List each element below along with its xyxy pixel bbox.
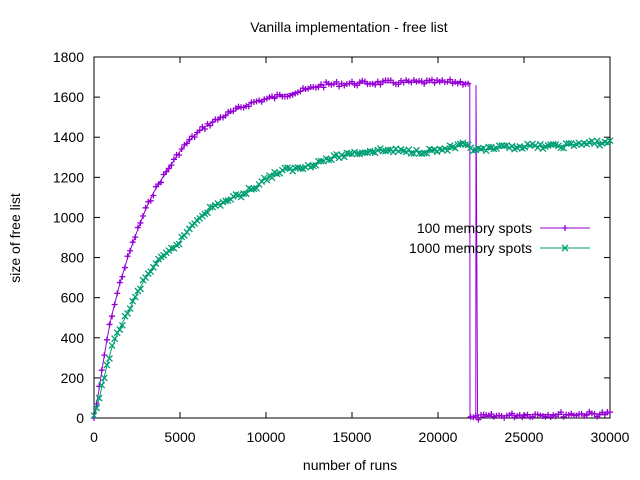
series-layer	[90, 76, 614, 423]
x-axis-label: number of runs	[303, 457, 397, 473]
plot-frame	[93, 56, 611, 419]
x-tick-label: 5000	[164, 429, 195, 445]
y-tick-label: 400	[61, 330, 85, 346]
x-tick-label: 25000	[505, 429, 544, 445]
legend-label-1000-memory-spots: 1000 memory spots	[409, 240, 532, 256]
legend-marker-100-memory-spots	[562, 225, 568, 231]
series-markers-1000-memory-spots	[90, 137, 614, 420]
series-line-1000-memory-spots	[93, 141, 611, 419]
x-tick-label: 0	[90, 429, 98, 445]
y-tick-label: 200	[61, 370, 85, 386]
y-tick-label: 0	[76, 410, 84, 426]
y-tick-label: 800	[61, 250, 85, 266]
legend: 100 memory spots 1000 memory spots	[409, 220, 590, 256]
x-tick-label: 30000	[591, 429, 630, 445]
legend-marker-1000-memory-spots	[561, 244, 569, 252]
legend-label-100-memory-spots: 100 memory spots	[417, 220, 532, 236]
y-tick-label: 600	[61, 290, 85, 306]
y-axis: 0 200 400 600 800 1000 1200 1400 1600 1800	[53, 49, 610, 426]
y-tick-label: 1400	[53, 129, 84, 145]
y-tick-label: 1600	[53, 89, 84, 105]
y-tick-label: 1000	[53, 209, 84, 225]
x-axis: 0 5000 10000 15000 20000 25000 30000	[90, 57, 630, 445]
y-tick-label: 1200	[53, 169, 84, 185]
x-tick-label: 10000	[247, 429, 286, 445]
y-axis-label: size of free list	[7, 193, 23, 283]
chart-title: Vanilla implementation - free list	[250, 19, 447, 35]
y-tick-label: 1800	[53, 49, 84, 65]
x-tick-label: 15000	[333, 429, 372, 445]
series-marker-1000-memory-spots	[90, 137, 614, 420]
x-tick-label: 20000	[419, 429, 458, 445]
